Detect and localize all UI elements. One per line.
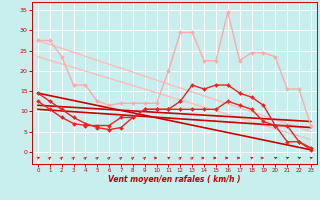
X-axis label: Vent moyen/en rafales ( km/h ): Vent moyen/en rafales ( km/h ) [108,175,241,184]
